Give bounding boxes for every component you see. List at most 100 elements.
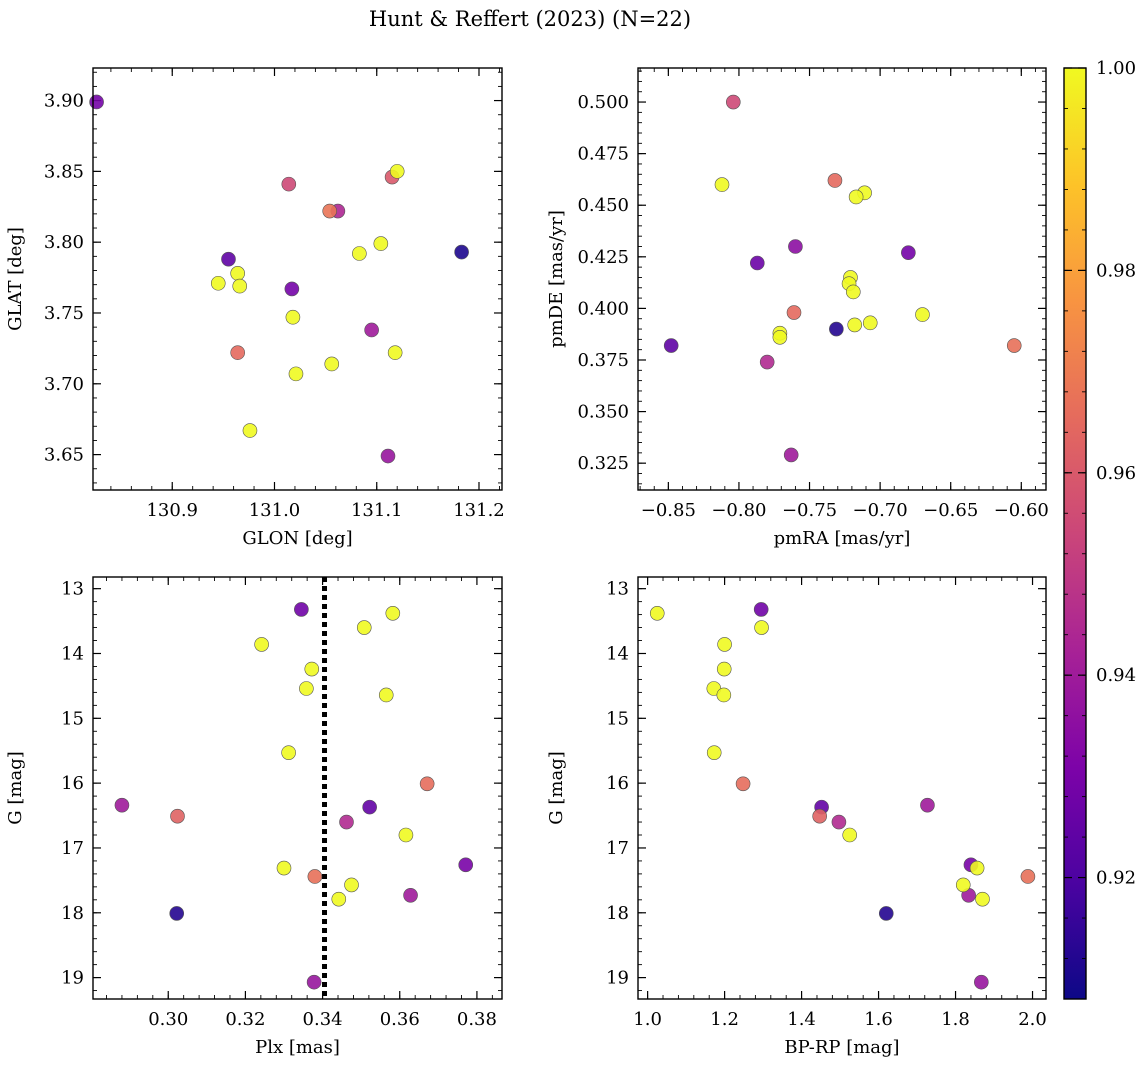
scatter-point (403, 887, 418, 903)
x-tick-label: 1.8 (941, 1009, 970, 1030)
y-axis-label: GLAT [deg] (5, 227, 26, 331)
scatter-point (398, 827, 414, 843)
scatter-point (285, 309, 301, 325)
y-tick-label: 15 (606, 708, 629, 729)
x-tick-label: 0.38 (457, 1009, 497, 1030)
scatter-point (230, 266, 245, 281)
x-axis-label: Plx [mas] (255, 1037, 340, 1058)
y-axis-label: pmDE [mas/yr] (546, 210, 567, 348)
y-tick-label: 0.425 (577, 247, 629, 268)
y-tick-label: 16 (61, 773, 84, 794)
y-tick-label: 15 (61, 708, 84, 729)
scatter-point (725, 94, 741, 110)
scatter-point (454, 244, 469, 260)
scatter-point (812, 808, 827, 824)
x-axis-label: pmRA [mas/yr] (774, 528, 911, 549)
scatter-point (364, 322, 379, 338)
scatter-point (842, 827, 857, 843)
scatter-point (373, 236, 389, 251)
scatter-point (284, 281, 300, 297)
axes-frame (637, 576, 1047, 1000)
colorbar-gradient (1064, 68, 1086, 999)
scatter-point (210, 275, 226, 291)
scatter-point (663, 338, 679, 353)
colorbar-tick-label: 0.92 (1096, 868, 1136, 889)
scatter-point (304, 661, 320, 677)
scatter-point (878, 906, 894, 921)
scatter-point (389, 164, 405, 179)
scatter-point (114, 797, 130, 813)
scatter-point (306, 974, 322, 990)
scatter-point (385, 606, 401, 621)
scatter-point (847, 317, 863, 333)
y-tick-label: 0.400 (577, 298, 629, 319)
scatter-point (848, 189, 864, 205)
scatter-point (649, 606, 665, 621)
scatter-point (169, 906, 185, 921)
scatter-point (230, 345, 245, 360)
y-tick-label: 0.475 (577, 144, 629, 165)
scatter-points (663, 94, 1022, 463)
y-tick-label: 14 (606, 643, 629, 664)
scatter-point (294, 602, 309, 617)
scatter-panel-2: −0.85 −0.80 −0.75 −0.70 −0.65 −0.60 0.325 0.350… (546, 67, 1049, 549)
y-axis-label: G [mag] (546, 751, 567, 824)
x-tick-label: 130.9 (146, 500, 198, 521)
scatter-point (845, 284, 861, 300)
y-tick-label: 13 (606, 579, 629, 600)
scatter-point (1020, 869, 1036, 884)
scatter-point (288, 366, 304, 382)
x-tick-label: 131.2 (453, 500, 505, 521)
scatter-point (89, 94, 104, 110)
x-tick-label: 1.6 (864, 1009, 893, 1030)
y-tick-label: 0.350 (577, 402, 629, 423)
scatter-panel-3: 0.30 0.32 0.34 0.36 0.38 13 14 15 16 17 18 19 Plx [m… (5, 576, 503, 1058)
x-tick-label: 0.36 (380, 1009, 420, 1030)
y-tick-label: 0.500 (577, 92, 629, 113)
scatter-point (862, 315, 878, 331)
y-tick-label: 0.325 (577, 453, 629, 474)
x-tick-label: −0.80 (711, 500, 766, 521)
scatter-point (716, 661, 732, 677)
scatter-point (276, 860, 292, 876)
colorbar-tick-label: 1.00 (1096, 58, 1136, 79)
x-tick-label: −0.70 (853, 500, 908, 521)
scatter-point (955, 877, 971, 893)
y-tick-label: 14 (61, 643, 84, 664)
scatter-points (114, 602, 474, 990)
scatter-points (649, 602, 1036, 990)
scatter-point (706, 745, 722, 760)
scatter-point (783, 447, 799, 463)
scatter-point (714, 177, 730, 192)
scatter-point (356, 620, 372, 635)
axes-frame (637, 67, 1047, 491)
axes-frame (92, 67, 503, 491)
scatter-point (322, 203, 338, 219)
scatter-point (281, 745, 296, 760)
x-tick-label: 1.0 (633, 1009, 662, 1030)
scatter-point (387, 345, 403, 360)
y-axis-label: G [mag] (5, 751, 26, 824)
scatter-point (831, 814, 847, 830)
scatter-point (232, 278, 248, 294)
scatter-point (829, 321, 844, 337)
y-tick-label: 19 (606, 968, 629, 989)
scatter-point (324, 356, 340, 372)
scatter-point (975, 891, 990, 907)
y-tick-label: 13 (61, 579, 84, 600)
x-tick-label: 0.34 (303, 1009, 343, 1030)
scatter-point (458, 857, 474, 873)
scatter-point (735, 776, 751, 792)
y-tick-label: 0.375 (577, 350, 629, 371)
scatter-point (1006, 338, 1022, 353)
scatter-point (749, 255, 765, 271)
colorbar-tick-label: 0.98 (1096, 260, 1136, 281)
scatter-point (716, 687, 732, 703)
x-tick-label: 2.0 (1018, 1009, 1047, 1030)
scatter-point (915, 307, 930, 322)
scatter-point (753, 602, 769, 617)
scatter-point (254, 637, 269, 652)
scatter-panel-4: 1.0 1.2 1.4 1.6 1.8 2.0 13 14 15 16 17 18 19 BP-RP [m… (546, 576, 1047, 1058)
scatter-point (969, 860, 985, 876)
x-tick-label: 1.4 (787, 1009, 816, 1030)
